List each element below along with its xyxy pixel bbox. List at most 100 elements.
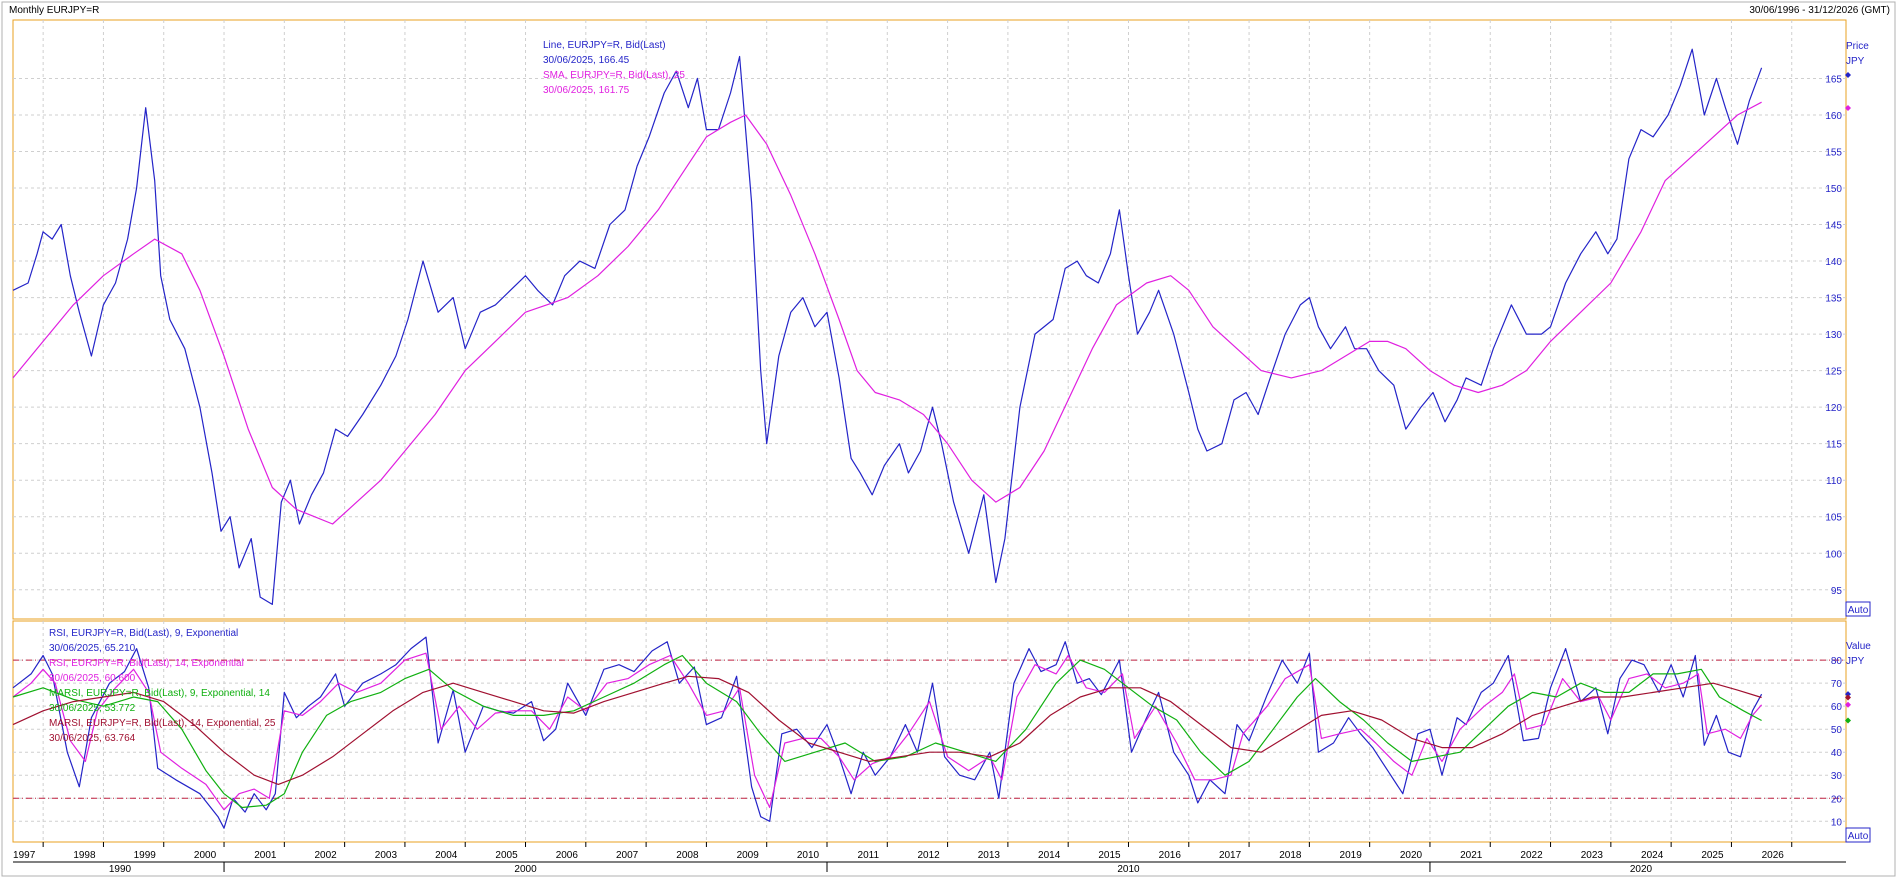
y-tick-label: 140 bbox=[1825, 257, 1842, 268]
y-tick-label: 105 bbox=[1825, 513, 1842, 524]
y-tick-label: 130 bbox=[1825, 330, 1842, 341]
x-tick-label: 2001 bbox=[254, 850, 277, 861]
x-tick-label: 2019 bbox=[1340, 850, 1363, 861]
y-tick-label: 150 bbox=[1825, 184, 1842, 195]
legend-value: 30/06/2025, 65.210 bbox=[49, 643, 136, 654]
rsi-axis-title: Value bbox=[1846, 641, 1871, 652]
x-tick-label: 2002 bbox=[315, 850, 338, 861]
y-tick-label: 30 bbox=[1831, 771, 1843, 782]
decade-label: 2010 bbox=[1117, 864, 1140, 875]
legend-name: MARSI, EURJPY=R, Bid(Last), 9, Exponenti… bbox=[49, 688, 270, 699]
legend-name: MARSI, EURJPY=R, Bid(Last), 14, Exponent… bbox=[49, 718, 276, 729]
x-tick-label: 2003 bbox=[375, 850, 398, 861]
y-tick-label: 155 bbox=[1825, 147, 1842, 158]
price-panel bbox=[12, 19, 1847, 620]
x-tick-label: 2015 bbox=[1098, 850, 1121, 861]
y-tick-label: 115 bbox=[1826, 440, 1842, 451]
x-tick-label: 1997 bbox=[13, 850, 36, 861]
rsi-legend: RSI, EURJPY=R, Bid(Last), 9, Exponential… bbox=[49, 628, 276, 744]
price-series bbox=[12, 48, 1763, 605]
legend-name: RSI, EURJPY=R, Bid(Last), 9, Exponential bbox=[49, 628, 238, 639]
y-tick-label: 165 bbox=[1825, 74, 1842, 85]
decade-label: 2020 bbox=[1630, 864, 1653, 875]
x-tick-label: 2018 bbox=[1279, 850, 1302, 861]
series-line-1 bbox=[12, 652, 1763, 811]
rsi-auto-label: Auto bbox=[1848, 831, 1869, 842]
y-tick-label: 10 bbox=[1831, 817, 1843, 828]
sma-last-marker bbox=[1845, 105, 1851, 111]
chart-title: Monthly EURJPY=R bbox=[9, 5, 99, 16]
rsi-last-marker-2 bbox=[1845, 717, 1851, 724]
price-auto-label: Auto bbox=[1848, 605, 1869, 616]
y-tick-label: 70 bbox=[1831, 679, 1843, 690]
y-tick-label: 125 bbox=[1825, 367, 1842, 378]
legend-value: 30/06/2025, 63.764 bbox=[49, 733, 136, 744]
legend-name: SMA, EURJPY=R, Bid(Last), 25 bbox=[543, 70, 685, 81]
y-tick-label: 80 bbox=[1831, 656, 1843, 667]
x-tick-label: 2006 bbox=[556, 850, 579, 861]
rsi-panel bbox=[12, 620, 1847, 843]
rsi-last-marker-1 bbox=[1845, 701, 1851, 708]
rsi-last-marker-3 bbox=[1845, 694, 1851, 701]
x-tick-label: 2023 bbox=[1581, 850, 1604, 861]
decade-label: 1990 bbox=[109, 864, 132, 875]
x-tick-label: 2014 bbox=[1038, 850, 1061, 861]
price-gridlines bbox=[13, 20, 1846, 619]
series-line-1 bbox=[12, 101, 1762, 525]
y-tick-label: 20 bbox=[1831, 794, 1843, 805]
x-tick-label: 2021 bbox=[1460, 850, 1483, 861]
x-tick-label: 2008 bbox=[676, 850, 699, 861]
x-tick-label: 2009 bbox=[737, 850, 760, 861]
x-tick-label: 2000 bbox=[194, 850, 217, 861]
y-tick-label: 110 bbox=[1826, 476, 1842, 487]
x-tick-label: 2026 bbox=[1762, 850, 1785, 861]
time-axis: 1997 1998 1999 2000 2001 2002 2003 2004 2005 2006… bbox=[13, 842, 1846, 875]
price-axis-unit: JPY bbox=[1846, 56, 1865, 67]
legend-name: Line, EURJPY=R, Bid(Last) bbox=[543, 40, 666, 51]
y-tick-label: 100 bbox=[1825, 549, 1842, 560]
price-axis-title: Price bbox=[1846, 41, 1869, 52]
rsi-auto-button[interactable]: Auto bbox=[1845, 827, 1871, 843]
rsi-axis: 10 20 30 40 50 60 70 80 bbox=[1831, 656, 1843, 828]
rsi-gridlines bbox=[13, 621, 1846, 842]
x-tick-label: 2012 bbox=[917, 850, 940, 861]
legend-name: RSI, EURJPY=R, Bid(Last), 14, Exponentia… bbox=[49, 658, 244, 669]
legend-value: 30/06/2025, 166.45 bbox=[543, 55, 630, 66]
series-line-0 bbox=[12, 48, 1763, 605]
price-auto-button[interactable]: Auto bbox=[1845, 601, 1871, 617]
y-tick-label: 50 bbox=[1831, 725, 1843, 736]
y-tick-label: 160 bbox=[1825, 111, 1842, 122]
chart-date-range: 30/06/1996 - 31/12/2026 (GMT) bbox=[1749, 5, 1890, 16]
legend-value: 30/06/2025, 53.772 bbox=[49, 703, 136, 714]
x-tick-label: 2017 bbox=[1219, 850, 1242, 861]
x-tick-label: 2011 bbox=[858, 850, 880, 861]
x-tick-label: 1999 bbox=[134, 850, 157, 861]
legend-value: 30/06/2025, 60.600 bbox=[49, 673, 136, 684]
x-tick-label: 1998 bbox=[73, 850, 96, 861]
rsi-axis-unit: JPY bbox=[1846, 656, 1865, 667]
price-last-marker bbox=[1845, 72, 1851, 78]
series-line-0 bbox=[12, 636, 1763, 829]
y-tick-label: 135 bbox=[1825, 294, 1842, 305]
legend-value: 30/06/2025, 161.75 bbox=[543, 85, 630, 96]
y-tick-label: 60 bbox=[1831, 702, 1843, 713]
rsi-last-marker-0 bbox=[1845, 691, 1851, 698]
y-tick-label: 95 bbox=[1831, 586, 1843, 597]
y-tick-label: 120 bbox=[1825, 403, 1842, 414]
decade-label: 2000 bbox=[514, 864, 537, 875]
y-tick-label: 145 bbox=[1825, 221, 1842, 232]
x-tick-label: 2013 bbox=[978, 850, 1001, 861]
x-tick-label: 2024 bbox=[1641, 850, 1664, 861]
x-tick-label: 2007 bbox=[616, 850, 639, 861]
x-tick-label: 2022 bbox=[1520, 850, 1543, 861]
rsi-series bbox=[12, 636, 1851, 829]
series-line-2 bbox=[12, 654, 1762, 809]
price-legend: Line, EURJPY=R, Bid(Last) 30/06/2025, 166… bbox=[543, 40, 685, 96]
x-tick-label: 2005 bbox=[495, 850, 518, 861]
x-tick-label: 2004 bbox=[435, 850, 458, 861]
price-axis: 95 100 105 110 115 120 125 130 135 140 145 150 155 16… bbox=[1825, 74, 1842, 596]
series-line-3 bbox=[12, 675, 1762, 785]
x-tick-label: 2016 bbox=[1159, 850, 1182, 861]
